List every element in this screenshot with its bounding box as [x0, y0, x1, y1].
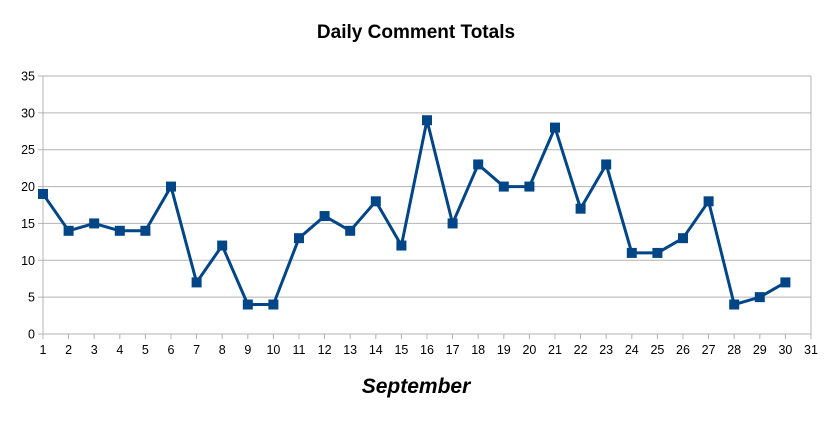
y-tick-label: 25 [21, 143, 35, 157]
x-tick-label: 2 [65, 343, 72, 357]
y-tick-label: 35 [21, 70, 35, 84]
data-point-marker [38, 188, 48, 199]
data-point-marker [114, 225, 125, 236]
x-tick-label: 24 [625, 343, 639, 357]
x-tick-label: 13 [343, 343, 357, 357]
x-tick-label: 31 [804, 343, 818, 357]
x-tick-label: 4 [116, 343, 123, 357]
x-tick-label: 17 [446, 343, 460, 357]
data-point-marker [345, 225, 356, 236]
x-tick-label: 14 [369, 343, 383, 357]
x-tick-label: 20 [522, 343, 536, 357]
data-point-marker [626, 247, 637, 258]
x-tick-label: 29 [753, 343, 767, 357]
x-tick-label: 15 [394, 343, 408, 357]
x-tick-label: 25 [650, 343, 664, 357]
data-point-marker [63, 225, 74, 236]
x-tick-label: 27 [702, 343, 716, 357]
data-point-marker [703, 196, 714, 207]
data-point-marker [754, 292, 765, 303]
x-tick-label: 11 [293, 343, 306, 357]
data-point-marker [217, 240, 228, 251]
data-point-marker [550, 122, 560, 133]
data-point-marker [268, 299, 279, 310]
axes [38, 75, 812, 339]
data-point-marker [294, 233, 304, 244]
data-point-marker [191, 277, 202, 288]
x-tick-label: 9 [244, 343, 251, 357]
x-tick-label: 1 [40, 343, 47, 357]
data-point-marker [89, 218, 100, 229]
x-tick-label: 22 [574, 343, 588, 357]
data-point-marker [729, 299, 740, 310]
data-point-marker [473, 159, 484, 170]
x-tick-label: 19 [497, 343, 511, 357]
x-tick-label: 26 [676, 343, 690, 357]
data-point-marker [370, 196, 381, 207]
x-tick-label: 23 [599, 343, 613, 357]
x-tick-label: 10 [266, 343, 280, 357]
data-point-marker [422, 115, 432, 126]
data-point-marker [601, 159, 612, 170]
y-tick-label: 20 [21, 180, 35, 194]
data-series [38, 115, 791, 310]
y-tick-label: 10 [21, 254, 35, 268]
data-point-marker [678, 233, 688, 244]
y-tick-label: 15 [21, 217, 35, 231]
x-tick-label: 21 [548, 343, 562, 357]
x-tick-label: 16 [420, 343, 434, 357]
data-point-marker [396, 240, 407, 251]
data-point-marker [242, 299, 253, 310]
chart-title: Daily Comment Totals [317, 22, 515, 43]
data-point-marker [524, 181, 535, 192]
data-point-marker [319, 211, 330, 222]
x-tick-label: 30 [778, 343, 792, 357]
data-point-marker [447, 218, 458, 229]
y-tick-label: 5 [28, 291, 35, 305]
data-point-marker [780, 277, 791, 288]
x-tick-label: 7 [193, 343, 200, 357]
gridlines [43, 75, 811, 298]
x-axis-label: September [362, 375, 472, 398]
x-tick-label: 5 [142, 343, 149, 357]
x-tick-label: 8 [219, 343, 226, 357]
x-tick-label: 28 [727, 343, 741, 357]
x-tick-label: 12 [318, 343, 332, 357]
data-point-marker [166, 181, 176, 192]
y-tick-label: 0 [28, 328, 35, 342]
y-tick-label: 30 [21, 106, 35, 120]
x-tick-label: 6 [168, 343, 175, 357]
series-line-0 [41, 118, 787, 307]
x-tick-label: 18 [471, 343, 485, 357]
data-point-marker [652, 247, 663, 258]
data-point-marker [498, 181, 509, 192]
data-point-marker [575, 203, 586, 214]
data-point-marker [140, 225, 151, 236]
x-tick-label: 3 [91, 343, 98, 357]
